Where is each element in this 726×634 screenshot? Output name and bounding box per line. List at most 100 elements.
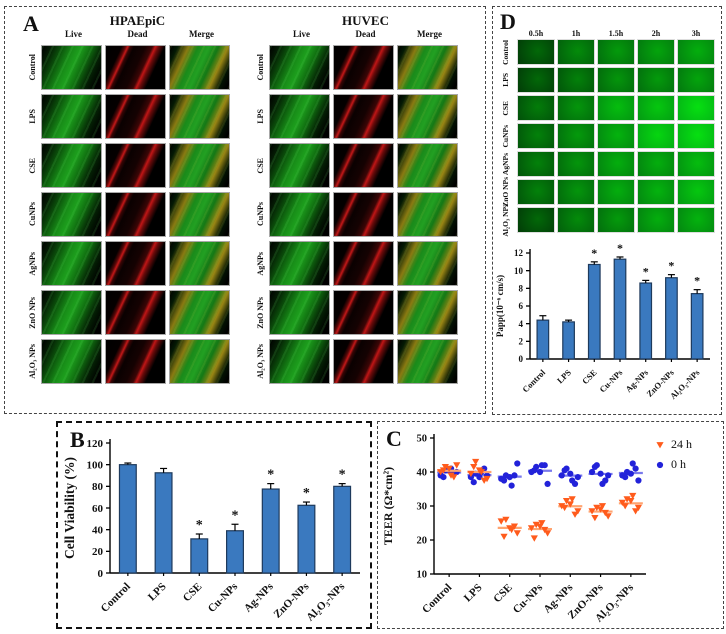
y-tick-label: 50 (417, 434, 428, 445)
scatter-point-24h (513, 530, 521, 537)
cell-viability-bar-chart: 0 20 40 60 80 100 120 Cell Viability (%) * * * * * Co… (62, 438, 360, 624)
timecourse-row: CuNPs (493, 123, 715, 149)
row-label: CSE (27, 157, 37, 174)
row-label: Control (27, 54, 37, 81)
scatter-point-0h (531, 467, 538, 474)
timepoint-header: 1h (571, 29, 581, 38)
scatter-point-0h (588, 468, 596, 476)
bar (562, 321, 575, 360)
scatter-point-0h (656, 461, 664, 469)
row-label: AgNPs (27, 251, 37, 276)
scatter-point-0h (467, 474, 475, 481)
significance-star: * (591, 246, 597, 260)
bar (226, 530, 244, 574)
row-label: LPS (500, 73, 510, 87)
scatter-point-24h (536, 523, 544, 530)
fluorescence-image (517, 179, 555, 205)
scatter-point-0h (476, 474, 483, 481)
x-tick-label: Ag-NPs (242, 580, 276, 614)
scatter-point-24h (467, 470, 475, 478)
row-label: ZnO NPs (500, 177, 510, 207)
micro-image-dead (333, 339, 394, 384)
significance-star: * (267, 468, 274, 483)
bar (639, 282, 653, 360)
scatter-point-24h (562, 498, 571, 505)
micro-row: LPS (23, 94, 233, 139)
micro-image-merge (169, 192, 230, 237)
micro-image-dead (333, 94, 394, 139)
fluorescence-image (637, 95, 675, 121)
micro-row: LPS (251, 94, 461, 139)
fluorescence-image (677, 151, 715, 177)
micro-image-dead (105, 94, 166, 139)
column-header-live: Live (293, 29, 310, 39)
micro-image-dead (105, 192, 166, 237)
fluorescence-image (517, 67, 555, 93)
micro-row: CSE (23, 143, 233, 188)
bar (297, 504, 316, 574)
micro-panel-hpaepic: HPAEpiC Live Dead Merge Control LPS CSE CuNPs… (23, 9, 233, 384)
scatter-point-0h (627, 470, 634, 477)
row-label: LPS (255, 109, 265, 124)
bar (154, 472, 173, 574)
scatter-point-0h (558, 472, 565, 479)
x-tick-label: Cu-NPs (597, 367, 625, 395)
panel-b: B 0 20 40 60 80 100 120 Cell Viability (%) * * * * *… (56, 421, 372, 629)
scatter-point-24h (497, 518, 505, 525)
scatter-point-0h (605, 472, 612, 479)
micro-image-merge (397, 45, 458, 90)
bar (190, 538, 209, 574)
scatter-point-0h (508, 482, 515, 489)
micro-rows: Control LPS CSE CuNPs AgNPs ZnO NPs Al₂O₃ NPs (23, 45, 233, 384)
scatter-point-0h (506, 474, 513, 481)
micro-row: Control (251, 45, 461, 90)
micro-image-live (41, 339, 102, 384)
micro-image-dead (333, 192, 394, 237)
scatter-point-0h (541, 462, 548, 469)
scatter-point-0h (544, 480, 551, 487)
micro-panel-title: HPAEpiC (109, 13, 166, 28)
scatter-point-24h (502, 516, 510, 523)
fluorescence-image (637, 39, 675, 65)
micro-row: CuNPs (23, 192, 233, 237)
scatter-point-24h (568, 496, 576, 503)
scatter-point-0h (574, 474, 581, 481)
scatter-point-24h (593, 504, 601, 512)
scatter-point-0h (470, 479, 477, 486)
bar (587, 263, 601, 360)
micro-image-dead (105, 241, 166, 286)
scatter-point-24h (541, 526, 549, 534)
micro-image-merge (397, 94, 458, 139)
x-tick-label: CSE (580, 367, 599, 386)
timepoint-header: 1.5h (608, 29, 624, 38)
micro-image-live (41, 290, 102, 335)
scatter-point-24h (472, 458, 480, 466)
fluorescence-image (597, 123, 635, 149)
y-tick-label: 100 (87, 460, 104, 472)
row-label: AgNPs (500, 152, 510, 176)
scatter-point-24h (588, 508, 596, 515)
fluorescence-image (637, 123, 675, 149)
fluorescence-image (557, 151, 595, 177)
micro-image-live (269, 290, 330, 335)
micro-image-live (269, 143, 330, 188)
scatter-point-24h (530, 535, 538, 542)
timepoint-header: 0.5h (528, 29, 544, 38)
scatter-point-24h (450, 474, 458, 481)
micro-row: Control (23, 45, 233, 90)
micro-image-merge (169, 143, 230, 188)
micro-image-live (269, 192, 330, 237)
y-tick-label: 0 (519, 354, 524, 364)
micro-image-live (269, 241, 330, 286)
column-header-merge: Merge (189, 29, 214, 39)
micro-column-headers: Live Dead Merge (271, 29, 461, 41)
scatter-point-24h (596, 506, 605, 513)
y-tick-label: 20 (92, 546, 104, 558)
row-label: Al₂O₃ NPs (500, 203, 510, 237)
micro-image-dead (333, 241, 394, 286)
micro-image-merge (169, 241, 230, 286)
y-axis-label: TEER (Ω*cm²) (381, 467, 395, 545)
y-tick-label: 12 (514, 248, 524, 258)
micro-row: Al₂O₃ NPs (251, 339, 461, 384)
bar (690, 293, 704, 360)
